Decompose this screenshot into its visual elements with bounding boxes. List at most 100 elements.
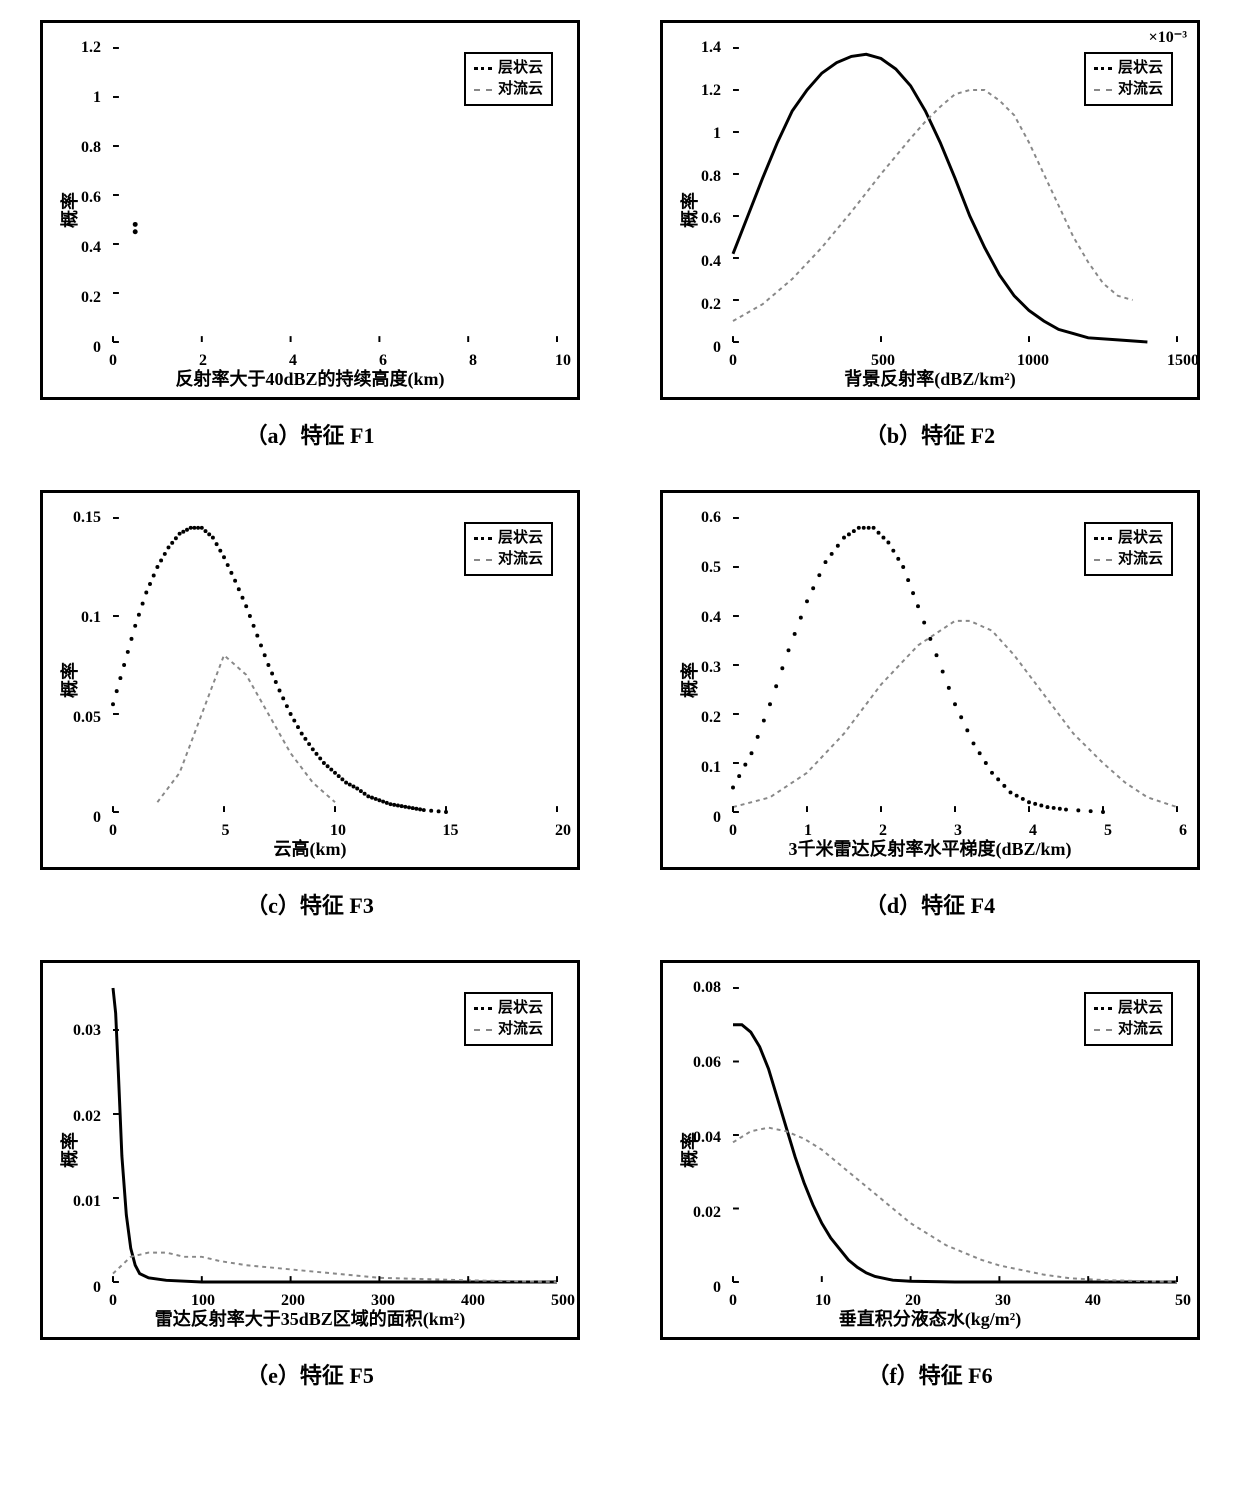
x-tick-label: 15 — [443, 822, 459, 840]
chart-box: 概率3千米雷达反射率水平梯度(dBZ/km)012345600.10.20.30… — [660, 490, 1200, 870]
y-tick-label: 0.02 — [671, 1204, 721, 1222]
y-tick-label: 0 — [51, 1279, 101, 1297]
x-tick-label: 4 — [289, 352, 297, 370]
x-tick-label: 20 — [555, 822, 571, 840]
legend-mark-stratiform — [474, 1007, 492, 1010]
x-tick-label: 0 — [109, 1292, 117, 1310]
x-tick-label: 3 — [954, 822, 962, 840]
legend-item: 对流云 — [1094, 1019, 1163, 1040]
y-tick-label: 0.2 — [51, 289, 101, 307]
legend-mark-stratiform — [1094, 537, 1112, 540]
y-axis-label: 概率 — [56, 1132, 82, 1168]
y-tick-label: 0.6 — [671, 210, 721, 228]
legend-label: 对流云 — [1118, 79, 1163, 100]
y-tick-label: 0.2 — [671, 296, 721, 314]
y-tick-label: 0.04 — [671, 1129, 721, 1147]
y-tick-label: 0.06 — [671, 1054, 721, 1072]
x-tick-label: 200 — [281, 1292, 305, 1310]
legend-mark-convective — [474, 1029, 492, 1031]
x-tick-label: 500 — [871, 352, 895, 370]
x-axis-label: 垂直积分液态水(kg/m²) — [839, 1305, 1021, 1331]
legend: 层状云对流云 — [464, 52, 553, 106]
legend-label: 层状云 — [498, 998, 543, 1019]
legend: 层状云对流云 — [464, 522, 553, 576]
y-tick-label: 0 — [671, 339, 721, 357]
y-tick-label: 0.15 — [51, 509, 101, 527]
legend-label: 层状云 — [498, 528, 543, 549]
legend-label: 对流云 — [498, 79, 543, 100]
chart-box: 概率云高(km)0510152000.050.10.15层状云对流云 — [40, 490, 580, 870]
x-tick-label: 2 — [199, 352, 207, 370]
y-tick-label: 1 — [671, 125, 721, 143]
legend: 层状云对流云 — [1084, 992, 1173, 1046]
legend-label: 对流云 — [498, 1019, 543, 1040]
x-tick-label: 300 — [371, 1292, 395, 1310]
y-tick-label: 0.4 — [671, 609, 721, 627]
chart-box: 概率背景反射率(dBZ/km²)×10⁻³05001000150000.20.4… — [660, 20, 1200, 400]
x-tick-label: 5 — [1104, 822, 1112, 840]
x-axis-label: 反射率大于40dBZ的持续高度(km) — [175, 365, 444, 391]
y-tick-label: 1.2 — [671, 82, 721, 100]
legend: 层状云对流云 — [1084, 522, 1173, 576]
chart-panel-f4: 概率3千米雷达反射率水平梯度(dBZ/km)012345600.10.20.30… — [640, 490, 1220, 920]
y-tick-label: 0.6 — [51, 189, 101, 207]
legend-label: 对流云 — [498, 549, 543, 570]
legend-item: 对流云 — [474, 79, 543, 100]
y-tick-label: 0.1 — [671, 759, 721, 777]
chart-panel-f5: 概率雷达反射率大于35dBZ区域的面积(km²)0100200300400500… — [20, 960, 600, 1390]
legend-mark-convective — [474, 559, 492, 561]
panel-caption: （e）特征 F5 — [246, 1358, 374, 1390]
legend-item: 层状云 — [1094, 58, 1163, 79]
y-tick-label: 0.08 — [671, 979, 721, 997]
x-axis-label: 背景反射率(dBZ/km²) — [844, 365, 1015, 391]
x-tick-label: 5 — [222, 822, 230, 840]
y-tick-label: 0 — [51, 339, 101, 357]
x-tick-label: 1500 — [1167, 352, 1199, 370]
panel-caption: （d）特征 F4 — [865, 888, 995, 920]
chart-box: 概率雷达反射率大于35dBZ区域的面积(km²)0100200300400500… — [40, 960, 580, 1340]
legend-item: 对流云 — [1094, 549, 1163, 570]
legend-label: 层状云 — [1118, 998, 1163, 1019]
x-tick-label: 4 — [1029, 822, 1037, 840]
y-tick-label: 0.05 — [51, 709, 101, 727]
legend: 层状云对流云 — [464, 992, 553, 1046]
legend-label: 层状云 — [498, 58, 543, 79]
x-tick-label: 10 — [555, 352, 571, 370]
y-axis-label: 概率 — [56, 662, 82, 698]
y-tick-label: 1 — [51, 89, 101, 107]
legend-item: 对流云 — [474, 1019, 543, 1040]
chart-panel-f2: 概率背景反射率(dBZ/km²)×10⁻³05001000150000.20.4… — [640, 20, 1220, 450]
chart-panel-f1: 概率反射率大于40dBZ的持续高度(km)024681000.20.40.60.… — [20, 20, 600, 450]
legend-item: 层状云 — [1094, 998, 1163, 1019]
x-tick-label: 10 — [330, 822, 346, 840]
chart-panel-f6: 概率垂直积分液态水(kg/m²)0102030405000.020.040.06… — [640, 960, 1220, 1390]
x-tick-label: 8 — [469, 352, 477, 370]
y-axis-exponent: ×10⁻³ — [1149, 27, 1187, 47]
y-tick-label: 0.03 — [51, 1022, 101, 1040]
panel-caption: （c）特征 F3 — [246, 888, 374, 920]
x-tick-label: 6 — [1179, 822, 1187, 840]
legend-label: 对流云 — [1118, 1019, 1163, 1040]
y-tick-label: 1.4 — [671, 39, 721, 57]
x-tick-label: 40 — [1085, 1292, 1101, 1310]
y-tick-label: 0.8 — [51, 139, 101, 157]
legend-label: 层状云 — [1118, 58, 1163, 79]
x-tick-label: 400 — [461, 1292, 485, 1310]
legend-mark-convective — [1094, 559, 1112, 561]
x-tick-label: 10 — [815, 1292, 831, 1310]
panel-caption: （f）特征 F6 — [867, 1358, 992, 1390]
legend-mark-stratiform — [1094, 1007, 1112, 1010]
chart-box: 概率反射率大于40dBZ的持续高度(km)024681000.20.40.60.… — [40, 20, 580, 400]
legend-item: 对流云 — [474, 549, 543, 570]
y-tick-label: 0.5 — [671, 559, 721, 577]
y-tick-label: 0 — [671, 809, 721, 827]
x-tick-label: 500 — [551, 1292, 575, 1310]
x-tick-label: 2 — [879, 822, 887, 840]
x-tick-label: 0 — [109, 822, 117, 840]
x-tick-label: 0 — [109, 352, 117, 370]
x-tick-label: 6 — [379, 352, 387, 370]
legend-mark-convective — [474, 89, 492, 91]
y-tick-label: 0.02 — [51, 1108, 101, 1126]
legend-label: 层状云 — [1118, 528, 1163, 549]
legend-label: 对流云 — [1118, 549, 1163, 570]
